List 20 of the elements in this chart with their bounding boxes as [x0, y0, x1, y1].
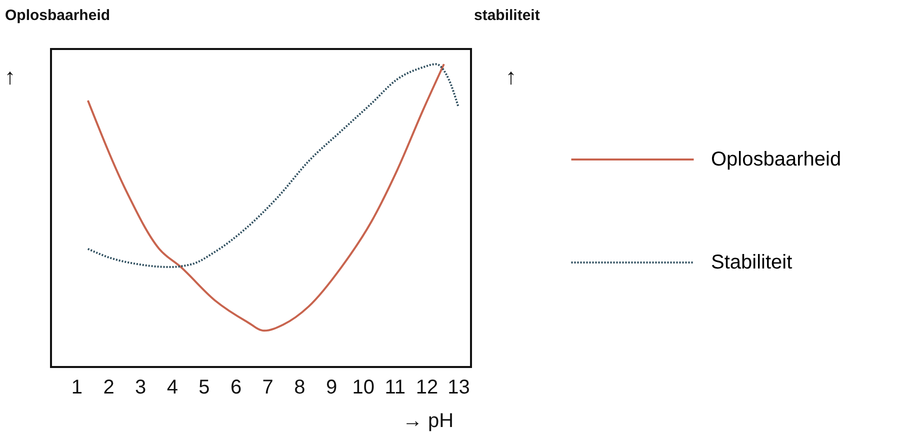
y2-axis-title: stabiliteit: [474, 7, 540, 24]
x-tick-label: 8: [294, 376, 306, 398]
x-tick-label: 12: [416, 376, 438, 398]
x-tick-label: 6: [230, 376, 242, 398]
x-tick-label: 11: [384, 376, 406, 398]
x-tick-label: 5: [198, 376, 210, 398]
x-tick-label: 13: [448, 376, 470, 398]
text: ↑: [4, 64, 16, 89]
text: ↑: [506, 64, 516, 89]
text: Oplosbaarheid: [711, 148, 842, 170]
text: Stabiliteit: [711, 252, 793, 274]
y-axis-title: Oplosbaarheid: [5, 7, 110, 24]
x-tick-label: 4: [166, 376, 178, 398]
x-axis-title: → pH: [402, 410, 454, 432]
x-tick-label: 3: [135, 376, 146, 398]
x-tick-label: 9: [326, 376, 338, 398]
x-tick-label: 7: [262, 376, 274, 398]
x-tick-label: 2: [103, 376, 114, 398]
x-tick-label: 10: [352, 376, 374, 398]
x-tick-label: 1: [71, 376, 83, 398]
